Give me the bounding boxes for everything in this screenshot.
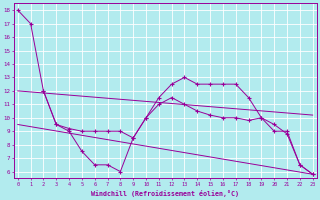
X-axis label: Windchill (Refroidissement éolien,°C): Windchill (Refroidissement éolien,°C) <box>91 190 239 197</box>
